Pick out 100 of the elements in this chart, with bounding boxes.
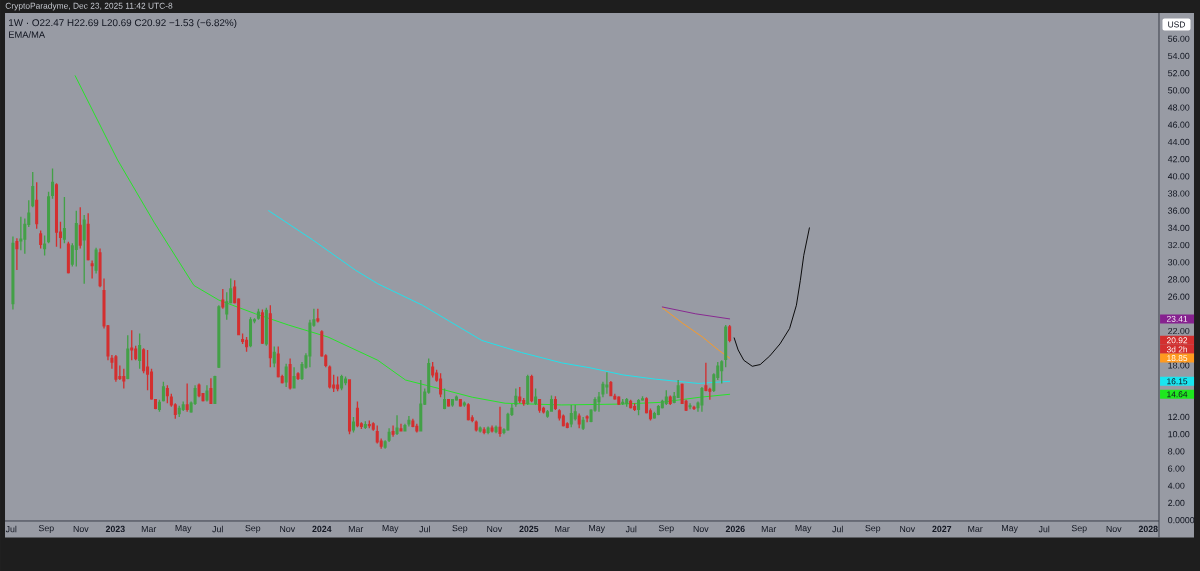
candlestick <box>336 375 340 392</box>
x-tick-label: Sep <box>452 525 468 533</box>
x-tick-label: 2023 <box>105 525 125 533</box>
x-tick-label: Jul <box>1038 525 1050 533</box>
candlestick <box>197 382 201 398</box>
x-tick-label: Jul <box>832 525 843 533</box>
candlestick <box>15 237 19 271</box>
x-tick-label: 2027 <box>932 525 952 533</box>
line-series <box>733 227 810 367</box>
candlestick <box>185 382 189 413</box>
x-tick-label: 2028 <box>1138 525 1158 533</box>
x-tick-label: Jul <box>5 525 17 533</box>
candlestick <box>486 425 490 435</box>
y-tick-label: 40.00 <box>1167 173 1190 180</box>
y-tick-label: 8.00 <box>1168 448 1185 455</box>
y-tick-label: 54.00 <box>1168 52 1190 60</box>
candlestick <box>581 416 585 431</box>
x-tick-label: Nov <box>900 525 916 533</box>
candlestick <box>78 206 82 250</box>
candlestick <box>676 379 680 399</box>
y-tick-label: 38.00 <box>1168 190 1190 197</box>
candlestick <box>165 384 169 404</box>
x-tick-label: 2025 <box>519 525 539 533</box>
candlestick <box>51 167 55 200</box>
candlestick <box>316 308 320 324</box>
y-tick-label: 30.00 <box>1168 259 1190 266</box>
y-tick-label: 46.00 <box>1167 121 1190 128</box>
y2-axis-title: USD <box>1168 21 1185 28</box>
candlestick <box>498 405 502 438</box>
candlestick <box>11 235 15 311</box>
x-tick-label: Mar <box>141 525 157 533</box>
candlestick <box>478 425 482 434</box>
text: 1W · O22.47 H22.69 L20.69 C20.92 −1.53 (−6.82%) <box>9 18 237 29</box>
candlestick <box>391 424 395 438</box>
candlestick <box>209 377 213 405</box>
y-tick-label: 6.00 <box>1168 465 1185 472</box>
candlestick <box>700 386 704 413</box>
candlestick <box>633 402 637 412</box>
candlestick <box>482 426 486 435</box>
candlestick <box>94 246 98 275</box>
x-tick-label: Mar <box>761 525 777 533</box>
x-tick-label: Sep <box>38 525 54 533</box>
y-tick-label: 32.00 <box>1168 241 1190 249</box>
candlestick <box>534 387 538 406</box>
y2-tick-label: 16.15 <box>1167 378 1188 385</box>
x-tick-label: Nov <box>280 525 296 533</box>
x-tick-label: May <box>1002 525 1018 533</box>
candlestick <box>625 397 629 408</box>
candlestick <box>443 387 447 410</box>
candlestick <box>90 259 94 280</box>
x-tick-label: Nov <box>693 525 709 533</box>
x-tick-label: Sep <box>245 525 261 533</box>
x-tick-label: Nov <box>73 525 89 533</box>
x-tick-label: Sep <box>865 525 881 533</box>
candlestick <box>450 398 454 408</box>
y-tick-label: 52.00 <box>1168 70 1190 77</box>
candlestick <box>43 234 47 257</box>
candlestick <box>518 386 522 404</box>
candlestick <box>375 424 379 445</box>
candlestick <box>351 416 355 434</box>
candlestick <box>292 366 296 390</box>
candlestick <box>621 398 625 406</box>
candlestick <box>494 424 498 434</box>
candlestick <box>585 414 589 423</box>
candlestick <box>641 395 645 402</box>
candlestick <box>74 210 78 268</box>
candlestick <box>284 363 288 388</box>
candlestick <box>367 419 371 429</box>
candlestick <box>157 399 161 413</box>
y2-tick-label: 18.85 <box>1167 355 1188 362</box>
x-tick-label: May <box>175 525 192 533</box>
x-tick-label: Nov <box>1106 525 1122 533</box>
candlestick <box>720 359 724 385</box>
candlestick <box>399 423 403 433</box>
x-tick-label: Jul <box>212 525 223 533</box>
candlestick <box>371 421 375 432</box>
y-tick-label: 56.00 <box>1168 35 1190 42</box>
line-series <box>268 210 731 384</box>
candlestick <box>62 196 66 245</box>
candlestick <box>569 404 573 428</box>
candlestick <box>296 371 300 381</box>
candlestick <box>82 214 86 285</box>
y-tick-label: 10.00 <box>1168 431 1190 438</box>
y-tick-label: 28.00 <box>1168 276 1190 283</box>
line-series <box>661 307 731 359</box>
y-tick-label: 22.00 <box>1168 327 1190 335</box>
candlestick <box>688 402 692 410</box>
candlestick <box>605 371 609 395</box>
candlestick <box>122 368 126 390</box>
y-tick-label: 34.00 <box>1168 224 1190 231</box>
y-tick-label: 2.00 <box>1168 499 1185 507</box>
candlestick <box>138 332 142 370</box>
y-tick-label: 44.00 <box>1167 138 1190 146</box>
candlestick <box>256 308 260 321</box>
y-tick-label: 36.00 <box>1168 207 1190 214</box>
text: 3d 2h <box>1166 346 1188 353</box>
candlestick <box>411 418 415 428</box>
candlestick <box>395 414 399 436</box>
x-tick-label: Jul <box>419 525 430 533</box>
candlestick <box>177 405 181 418</box>
